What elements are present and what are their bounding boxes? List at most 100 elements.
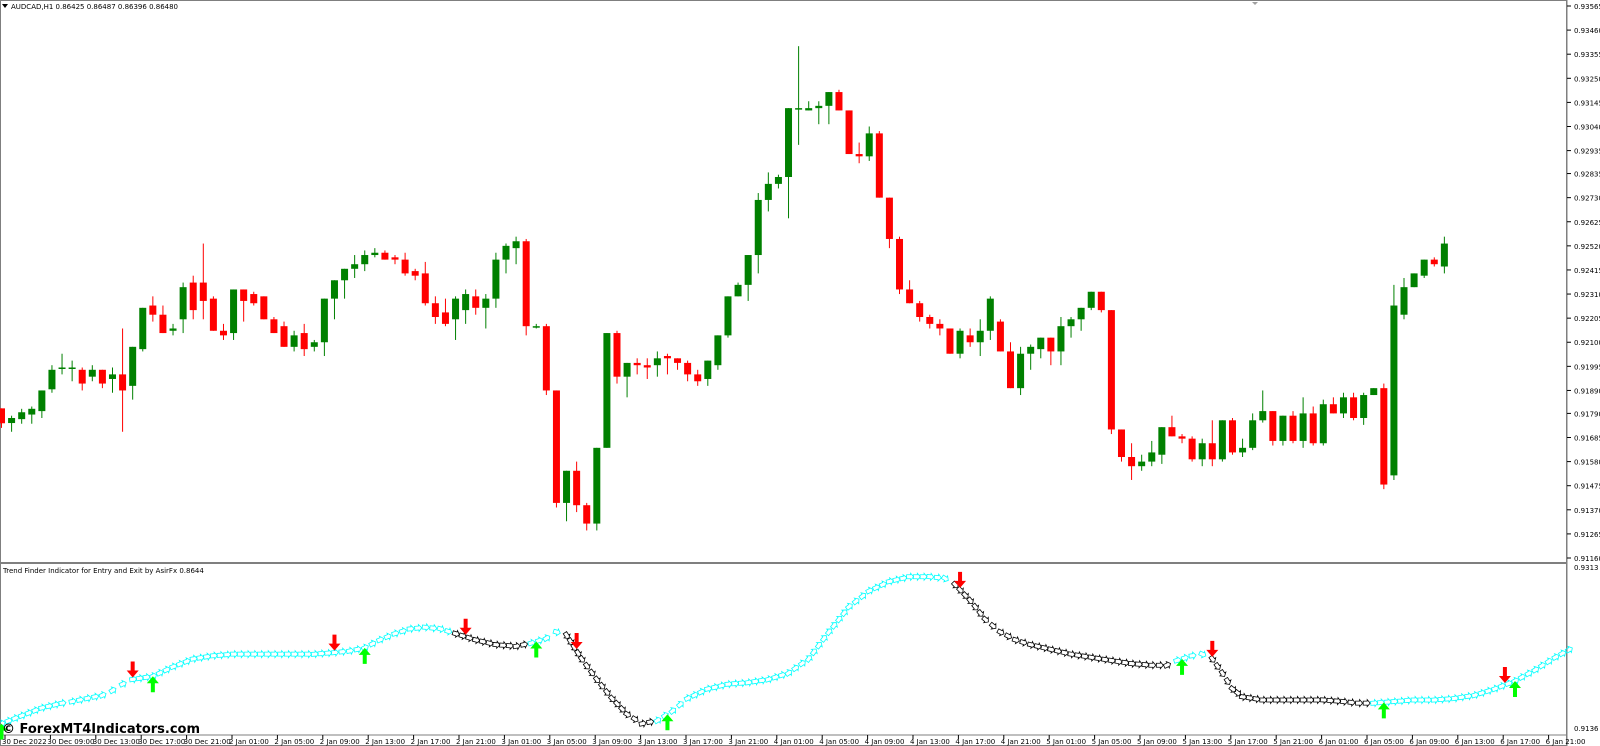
trend-down-mark — [1148, 660, 1157, 670]
candle-bear — [1208, 443, 1216, 460]
price-tick-label: 0.92625 — [1574, 219, 1600, 227]
candle-bull — [1420, 259, 1428, 276]
trend-up-mark — [202, 652, 212, 662]
candle-bear — [1350, 397, 1358, 418]
trend-down-mark — [645, 717, 655, 727]
trend-up-mark — [44, 701, 53, 711]
candle-bear — [1107, 310, 1115, 430]
candle-bear — [472, 296, 480, 308]
candle-bull — [603, 333, 611, 448]
trend-up-mark — [310, 649, 319, 659]
candle-bull — [1360, 395, 1368, 418]
time-tick-label: 5 Jan 17:00 — [1228, 738, 1268, 746]
time-tick-label: 6 Jan 05:00 — [1364, 738, 1404, 746]
trend-up-mark — [297, 649, 306, 659]
trend-up-mark — [24, 708, 33, 718]
candle-bear — [643, 365, 651, 368]
trend-down-mark — [1134, 659, 1143, 669]
trend-up-mark — [1424, 695, 1433, 705]
candle-bear — [946, 328, 954, 354]
trend-up-mark — [1564, 645, 1573, 654]
trend-up-mark — [683, 693, 692, 703]
trend-down-mark — [1003, 632, 1012, 641]
trend-up-mark — [283, 649, 292, 659]
candle-bull — [230, 289, 238, 334]
trend-up-mark — [809, 648, 818, 657]
trend-up-mark — [784, 669, 793, 678]
trend-up-mark — [865, 586, 874, 595]
trend-up-mark — [1557, 649, 1567, 658]
trend-up-mark — [135, 673, 144, 683]
time-tick-label: 30 Dec 17:00 — [138, 738, 185, 746]
candle-bull — [361, 255, 369, 265]
trend-up-mark — [653, 716, 662, 725]
trend-down-mark — [1067, 649, 1076, 659]
trend-up-mark — [940, 574, 949, 583]
trend-down-mark — [1299, 695, 1308, 705]
trend-down-mark — [505, 641, 514, 651]
trend-down-mark — [630, 715, 639, 724]
trend-up-mark — [1497, 681, 1506, 691]
candle-bear — [119, 374, 127, 391]
time-tick-label: 4 Jan 17:00 — [955, 738, 995, 746]
trend-down-mark — [1053, 646, 1062, 656]
candle-bull — [825, 92, 833, 106]
trend-up-mark — [398, 626, 407, 636]
trend-down-mark — [451, 629, 460, 639]
price-tick-label: 0.93145 — [1574, 99, 1600, 107]
candle-bull — [290, 335, 298, 347]
trend-up-mark — [38, 703, 47, 713]
sell-arrow-icon — [328, 634, 341, 651]
trend-up-mark — [771, 672, 780, 682]
buy-arrow-icon — [1176, 658, 1189, 675]
trend-down-mark — [1100, 654, 1110, 665]
chart-shift-marker-icon[interactable] — [1252, 2, 1258, 5]
candlestick-series — [0, 46, 1448, 531]
trend-up-mark — [1410, 695, 1419, 705]
trend-up-mark — [168, 662, 178, 671]
trend-down-mark — [1355, 698, 1364, 708]
candle-bear — [1128, 457, 1136, 467]
trend-up-mark — [75, 695, 85, 705]
trend-up-mark — [1397, 696, 1406, 706]
trend-down-mark — [1223, 676, 1232, 685]
trend-up-mark — [1457, 692, 1466, 702]
trend-down-mark — [512, 641, 521, 651]
candle-bear — [966, 335, 974, 343]
trend-down-mark — [961, 591, 969, 599]
candle-bear — [1380, 388, 1388, 485]
symbol-dropdown-icon[interactable] — [2, 4, 8, 8]
trend-up-mark — [1544, 657, 1553, 666]
trend-up-mark — [1551, 653, 1560, 662]
candle-bull — [795, 108, 803, 110]
trend-up-mark — [1477, 688, 1486, 698]
time-tick-label: 5 Jan 21:00 — [1273, 738, 1313, 746]
sell-arrow-icon — [1206, 640, 1219, 657]
candle-bull — [512, 241, 520, 249]
trend-up-mark — [243, 649, 252, 659]
trend-up-mark — [1417, 695, 1426, 705]
candle-bull — [68, 367, 76, 369]
trend-down-mark — [1326, 695, 1335, 706]
trend-up-mark — [304, 649, 313, 659]
trend-up-mark — [391, 629, 400, 638]
candle-bull — [1319, 404, 1327, 444]
time-tick-label: 2 Jan 09:00 — [320, 738, 360, 746]
trend-down-mark — [566, 636, 575, 645]
trend-up-mark — [10, 713, 20, 723]
trend-down-mark — [971, 602, 980, 611]
trend-down-mark — [988, 621, 997, 630]
time-tick-label: 30 Dec 09:00 — [47, 738, 94, 746]
candle-bear — [1309, 413, 1317, 444]
trend-up-mark — [1450, 693, 1459, 703]
trend-down-mark — [1026, 640, 1036, 650]
price-tick-label: 0.91995 — [1574, 363, 1600, 371]
candle-bear — [996, 321, 1004, 352]
trend-down-mark — [592, 675, 601, 683]
time-tick-label: 6 Jan 21:00 — [1546, 738, 1586, 746]
trend-down-mark — [638, 719, 647, 729]
trend-down-mark — [577, 654, 586, 663]
sell-arrow-icon — [954, 571, 967, 588]
